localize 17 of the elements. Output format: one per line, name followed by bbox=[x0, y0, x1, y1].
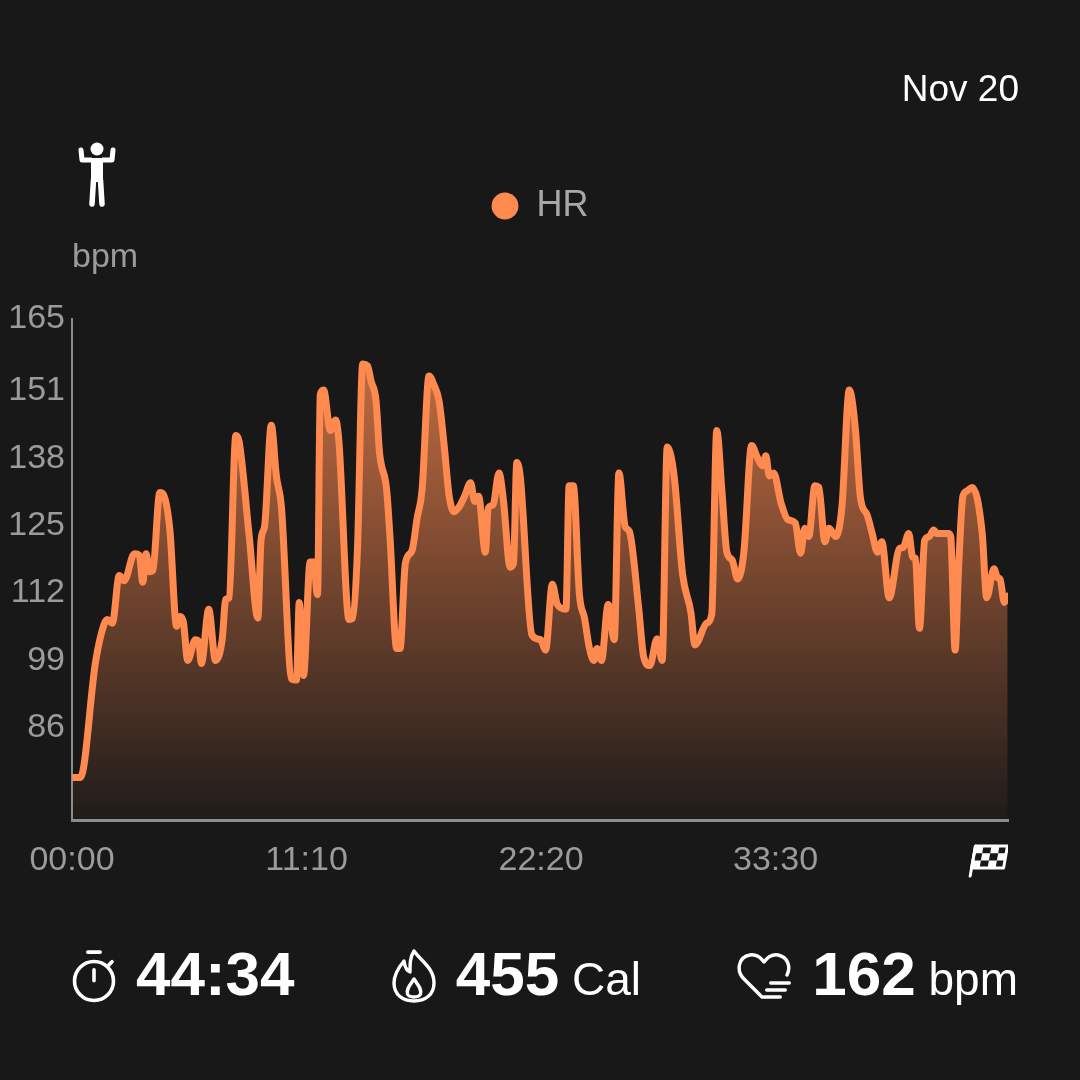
y-axis-title: bpm bbox=[72, 236, 139, 275]
x-tick-label: 11:10 bbox=[265, 838, 348, 877]
y-tick-label: 138 bbox=[8, 436, 65, 475]
y-tick-label: 99 bbox=[27, 638, 65, 677]
y-tick-label: 125 bbox=[8, 504, 65, 543]
text: 455 Cal bbox=[455, 938, 642, 1008]
x-tick-label: 00:00 bbox=[29, 838, 115, 877]
chart-subtitle: Nov 20 bbox=[901, 67, 1019, 111]
x-tick-label: 33:30 bbox=[733, 838, 819, 877]
y-tick-label: 86 bbox=[27, 706, 65, 745]
x-tick-label: 22:20 bbox=[498, 838, 584, 877]
text: 162 bpm bbox=[812, 938, 1018, 1008]
y-tick-label: 112 bbox=[10, 571, 65, 610]
y-tick-label: 165 bbox=[8, 296, 65, 335]
legend-label: HR bbox=[536, 182, 589, 224]
text: 44:34 bbox=[136, 938, 295, 1008]
y-tick-label: 151 bbox=[8, 369, 65, 408]
